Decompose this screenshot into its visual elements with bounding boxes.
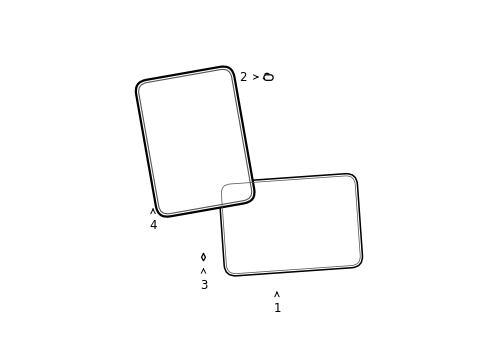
FancyBboxPatch shape <box>136 67 254 217</box>
Text: 1: 1 <box>273 302 280 315</box>
FancyBboxPatch shape <box>219 174 362 276</box>
Text: 4: 4 <box>149 219 157 232</box>
Text: 3: 3 <box>200 279 207 292</box>
Text: 2: 2 <box>238 71 245 84</box>
